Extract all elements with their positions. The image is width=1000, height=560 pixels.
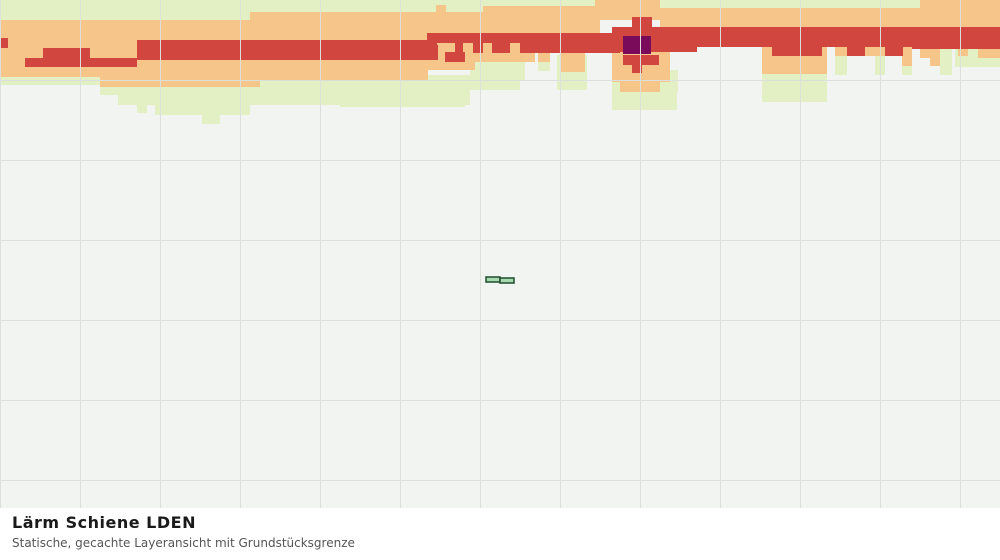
noise-zone — [595, 0, 660, 20]
noise-zone — [885, 46, 903, 56]
noise-zone — [902, 42, 912, 66]
noise-zone — [473, 43, 483, 53]
noise-zone — [912, 46, 1000, 49]
parcel-boundary — [485, 276, 515, 284]
noise-zone — [632, 63, 642, 73]
map-subtitle: Statische, gecachte Layeransicht mit Gru… — [12, 536, 355, 550]
noise-zone — [492, 43, 510, 53]
noise-zone — [436, 5, 446, 15]
noise-zone — [202, 100, 220, 124]
parcel — [499, 277, 515, 284]
parcel — [485, 276, 501, 283]
noise-zone — [940, 45, 952, 75]
noise-zone — [772, 46, 822, 56]
noise-zone — [445, 52, 465, 62]
noise-zone — [0, 0, 250, 22]
noise-zone — [0, 38, 8, 48]
noise-zone — [520, 43, 620, 53]
noise-zone — [193, 45, 438, 60]
tile-grid — [0, 0, 1000, 508]
map-view — [0, 0, 1000, 508]
noise-zone — [340, 90, 465, 107]
noise-zone — [427, 33, 697, 43]
noise-zone — [762, 70, 827, 102]
noise-zone — [455, 43, 463, 53]
noise-zone — [500, 60, 525, 80]
noise-zone — [623, 36, 651, 54]
noise-zone — [43, 48, 90, 58]
noise-zone — [847, 46, 865, 56]
noise-zone — [697, 27, 1000, 47]
noise-zone — [175, 45, 185, 58]
noise-zone — [137, 95, 147, 113]
map-title: Lärm Schiene LDEN — [12, 513, 196, 532]
noise-layer — [0, 0, 1000, 124]
noise-zone — [930, 42, 940, 66]
noise-zone — [0, 20, 250, 42]
